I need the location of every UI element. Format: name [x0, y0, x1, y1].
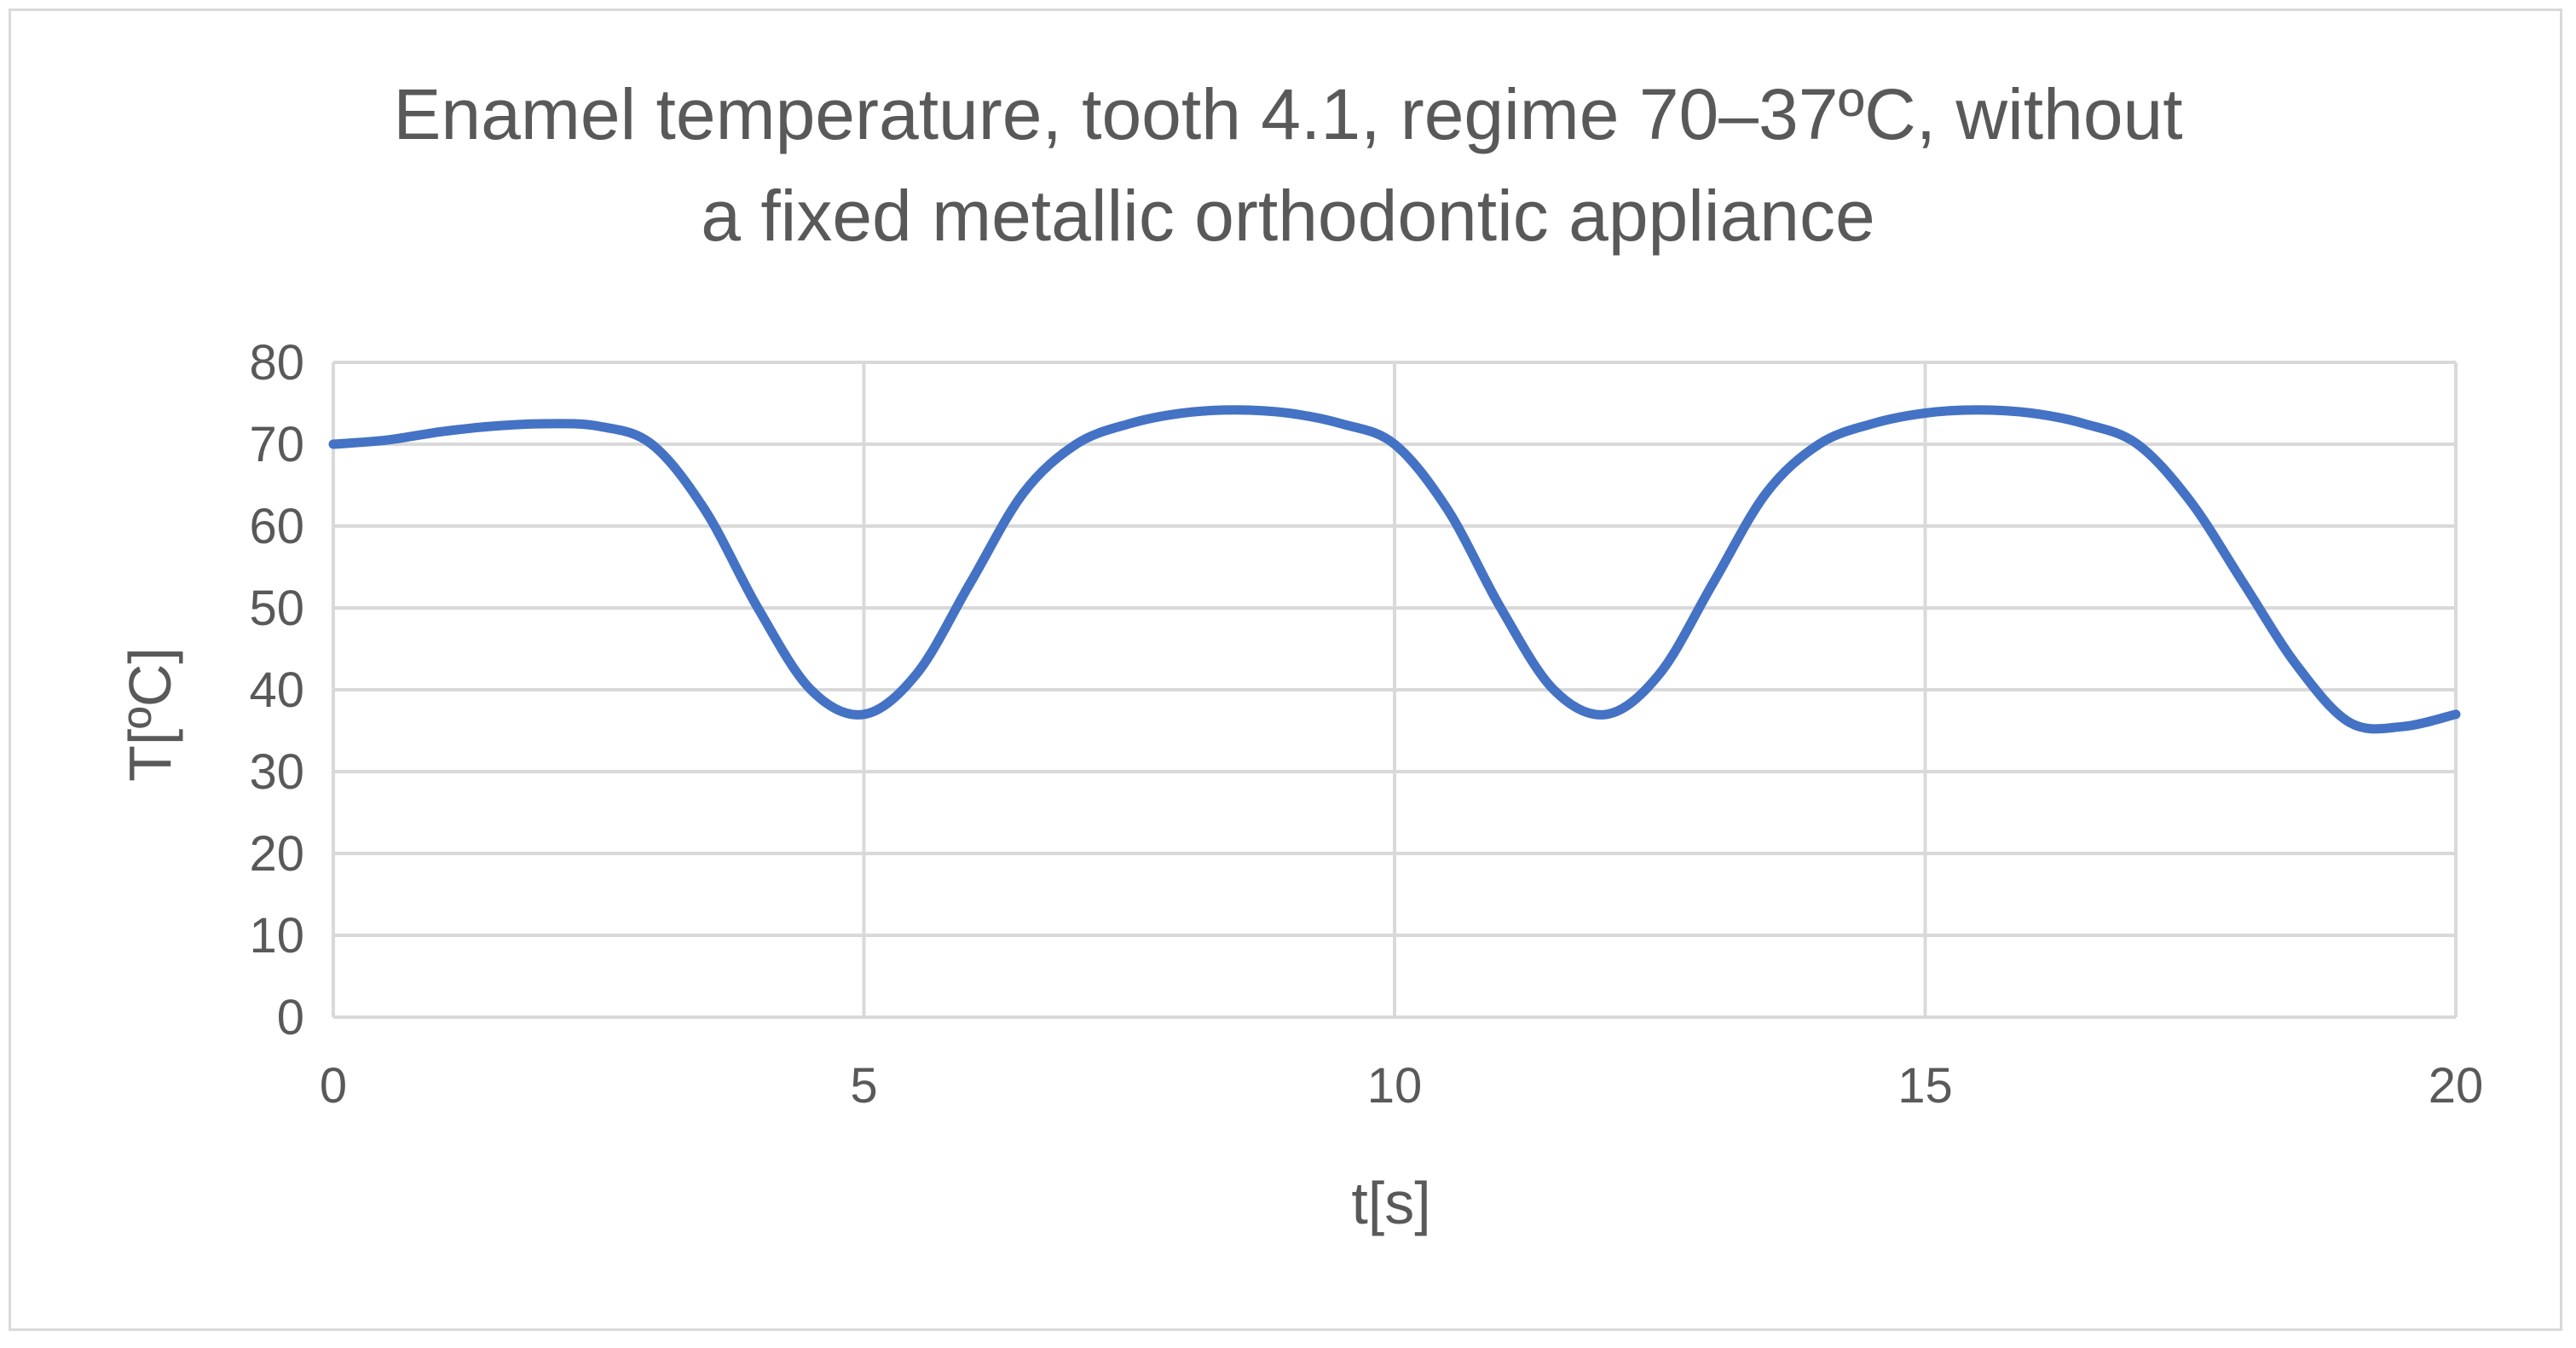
y-tick-label: 20 [249, 826, 304, 882]
chart-title-line-2: a fixed metallic orthodontic appliance [701, 176, 1874, 256]
grid [332, 361, 2458, 1019]
y-tick-label: 30 [249, 744, 304, 800]
x-tick-label: 20 [2429, 1058, 2484, 1114]
y-tick-label: 80 [249, 335, 304, 391]
y-tick-label: 60 [249, 499, 304, 554]
x-axis-title: t[s] [1351, 1170, 1430, 1236]
x-tick-label: 0 [320, 1058, 347, 1114]
y-tick-label: 50 [249, 581, 304, 636]
y-tick-label: 0 [277, 990, 304, 1045]
x-axis-ticks: 0 5 10 15 20 [320, 1058, 2483, 1114]
y-axis-ticks: 0 10 20 30 40 50 60 70 80 [249, 335, 304, 1045]
chart-frame [9, 9, 2562, 1331]
series-line-0 [328, 405, 2461, 734]
series-layer [328, 405, 2461, 734]
x-tick-label: 10 [1367, 1058, 1423, 1114]
x-tick-label: 5 [850, 1058, 877, 1114]
y-tick-label: 70 [249, 417, 304, 472]
x-tick-label: 15 [1897, 1058, 1953, 1114]
chart-title: Enamel temperature, tooth 4.1, regime 70… [393, 74, 2182, 256]
chart-title-line-1: Enamel temperature, tooth 4.1, regime 70… [393, 74, 2182, 154]
y-tick-label: 40 [249, 662, 304, 718]
y-axis-title: T[ºC] [117, 647, 183, 782]
y-tick-label: 10 [249, 908, 304, 963]
